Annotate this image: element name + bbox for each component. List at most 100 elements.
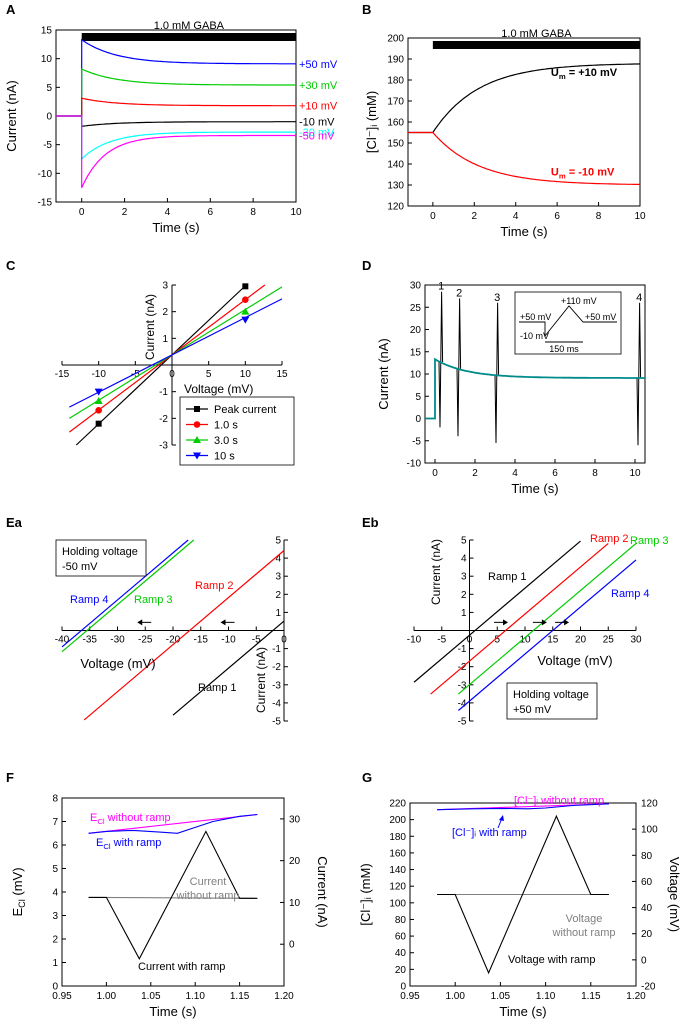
- y-tick-label: -10: [407, 459, 422, 470]
- marker-triangle-down: [94, 388, 103, 396]
- y-tick-label: 190: [387, 55, 404, 66]
- arrow-head: [564, 619, 570, 626]
- y-tick-label: -3: [272, 680, 281, 691]
- annotation-arrow-head: [499, 815, 504, 821]
- x-axis-label: Time (s): [149, 1004, 196, 1019]
- ramp-line: [61, 539, 189, 648]
- fit-line: [75, 284, 247, 446]
- series-label: without ramp: [176, 890, 240, 902]
- series-label: Ramp 4: [70, 594, 109, 606]
- y-tick-label: 160: [387, 118, 404, 129]
- ramp-line: [430, 542, 609, 695]
- note-text: Holding voltage: [513, 689, 589, 701]
- y-tick-label: 2: [275, 590, 281, 601]
- y-tick-label: -1: [159, 387, 168, 398]
- series-line: [56, 68, 296, 117]
- series-line: [408, 63, 641, 134]
- x-axis-label: Voltage (mV): [184, 382, 253, 396]
- panel-label: Ea: [6, 515, 23, 530]
- arrow-head: [220, 619, 226, 626]
- ramp-spike: [456, 298, 462, 437]
- y-right-tick-label: 0: [289, 940, 295, 951]
- y-tick-label: 25: [410, 303, 422, 314]
- series-label: Ramp 3: [630, 535, 669, 547]
- y-tick-label: -5: [412, 436, 421, 447]
- x-tick-label: -10: [91, 369, 106, 380]
- y-tick-label: -5: [458, 717, 467, 728]
- y-right-axis-label: Current (nA): [315, 856, 330, 928]
- y-tick-label: 2: [52, 935, 58, 946]
- x-tick-label: 1.10: [536, 991, 556, 1002]
- x-tick-label: 1.15: [581, 991, 601, 1002]
- x-axis-label: Voltage (mV): [80, 656, 155, 671]
- y-tick-label: 220: [389, 799, 406, 810]
- y-tick-label: 140: [389, 865, 406, 876]
- y-tick-label: 140: [387, 160, 404, 171]
- panel-label: Eb: [362, 515, 379, 530]
- panel-d: D 0 2 4 6 8 10 -10 -5 0 5 10 15 20 25 30 Time (s) Current…: [362, 258, 646, 496]
- y-tick-label: 15: [410, 347, 422, 358]
- plot-frame: [407, 37, 641, 207]
- y-tick-label: 3: [461, 572, 467, 583]
- panel-a: A 0 2 4 6 8 10 -15 -10 -5 0 5 10 15 Time (s) Current (n…: [4, 2, 338, 235]
- note-text: -50 mV: [62, 561, 98, 573]
- y-tick-label: 8: [52, 794, 58, 805]
- y-tick-label: -1: [458, 644, 467, 655]
- ramp-label: 2: [456, 287, 462, 299]
- gaba-label: 1.0 mM GABA: [154, 20, 225, 32]
- y-axis-label: Current (nA): [376, 338, 391, 410]
- series-label: -50 mV: [299, 130, 335, 142]
- series-label: Ramp 4: [611, 588, 650, 600]
- series-line: [408, 131, 640, 185]
- series-label: +50 mV: [299, 59, 338, 71]
- x-tick-label: -10: [407, 635, 422, 646]
- marker-triangle-down: [241, 316, 250, 324]
- y-tick-label: 180: [389, 832, 406, 843]
- y-tick-label: 20: [395, 965, 407, 976]
- series-label: ECl with ramp: [96, 837, 161, 851]
- y-axis-label: ECl (mV): [10, 867, 27, 916]
- panel-label: C: [6, 258, 16, 273]
- y-tick-label: 200: [389, 815, 406, 826]
- panel-label: F: [6, 770, 14, 785]
- ramp-spike: [636, 302, 642, 446]
- y-tick-label: -4: [272, 698, 281, 709]
- x-tick-label: 15: [276, 369, 288, 380]
- inset-label: -10 mV: [520, 331, 549, 341]
- x-tick-label: 0: [169, 369, 175, 380]
- legend-entry: 1.0 s: [214, 420, 238, 432]
- y-tick-label: 1: [461, 608, 467, 619]
- y-axis-label: Current (nA): [4, 80, 19, 152]
- x-tick-label: -30: [110, 635, 125, 646]
- y-tick-label: 4: [275, 554, 281, 565]
- y-tick-label: 5: [52, 864, 58, 875]
- y-right-tick-label: 20: [289, 856, 301, 867]
- series-line: [88, 830, 258, 960]
- y-tick-label: 0: [46, 112, 52, 123]
- ramp-line: [413, 540, 581, 683]
- x-tick-label: 1.05: [141, 991, 161, 1002]
- x-tick-label: 6: [552, 468, 558, 479]
- y-tick-label: 0: [415, 414, 421, 425]
- y-tick-label: 80: [395, 915, 407, 926]
- y-tick-label: 180: [387, 76, 404, 87]
- ramp-line: [458, 542, 637, 695]
- x-tick-label: 4: [512, 468, 518, 479]
- y-tick-label: 150: [387, 139, 404, 150]
- x-tick-label: 2: [472, 211, 478, 222]
- current-trace: [425, 357, 645, 420]
- y-right-tick-label: 40: [641, 903, 653, 914]
- series-label: ECl without ramp: [90, 812, 171, 826]
- y-right-tick-label: 10: [289, 898, 301, 909]
- y-tick-label: -1: [272, 644, 281, 655]
- ramp-line: [458, 559, 637, 711]
- series-label: Ramp 3: [134, 594, 173, 606]
- series-label: Voltage: [566, 913, 603, 925]
- x-tick-label: 0: [79, 207, 85, 218]
- note-box: [55, 539, 147, 577]
- series-label: Ramp 1: [488, 571, 527, 583]
- marker-triangle-up: [193, 436, 201, 443]
- x-tick-label: 30: [630, 635, 642, 646]
- series-line: [56, 115, 296, 161]
